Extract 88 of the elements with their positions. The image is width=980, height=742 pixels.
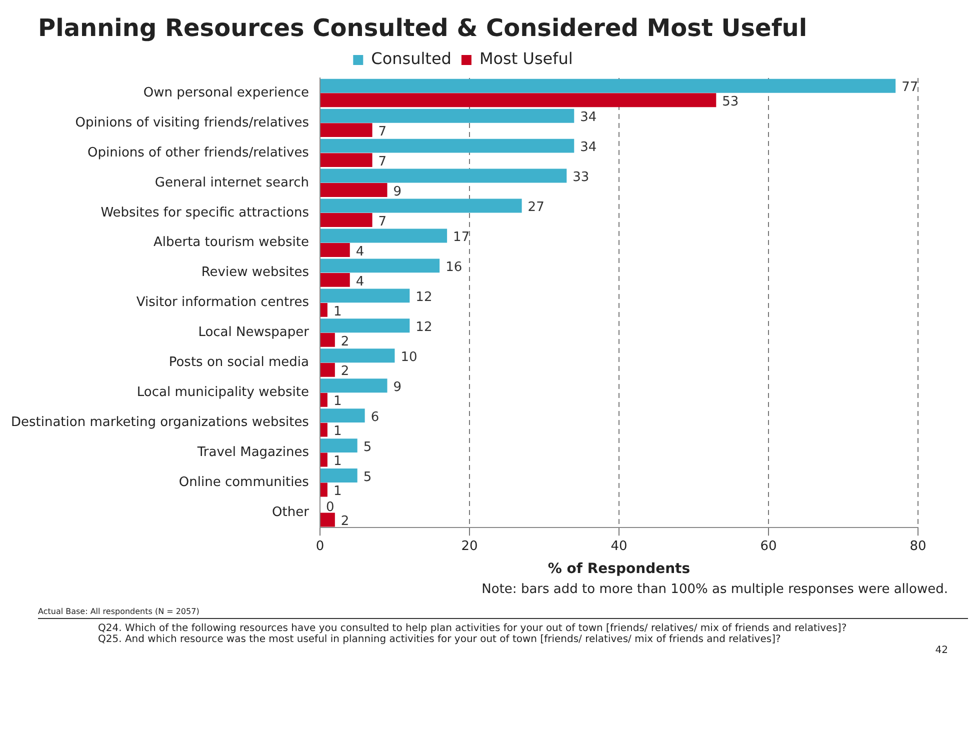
- data-label: 1: [333, 454, 342, 470]
- bar: [320, 108, 574, 123]
- data-label: 7: [378, 124, 387, 140]
- y-tick-label: Websites for specific attractions: [100, 205, 310, 220]
- data-label: 17: [453, 230, 470, 246]
- data-label: 34: [580, 140, 597, 156]
- data-label: 4: [356, 244, 364, 260]
- bar: [320, 78, 896, 93]
- data-label: 2: [340, 514, 350, 530]
- bar: [320, 302, 328, 317]
- bar: [320, 258, 440, 273]
- data-label: 2: [340, 334, 350, 350]
- data-label: 9: [393, 184, 402, 200]
- data-label: 27: [528, 200, 544, 216]
- x-tick-label: 80: [910, 538, 926, 554]
- bar: [320, 512, 335, 527]
- data-label: 34: [580, 110, 597, 126]
- y-tick-label: Review websites: [201, 265, 310, 280]
- y-tick-label: Alberta tourism website: [153, 235, 309, 250]
- text: Note: bars add to more than 100% as multiple responses were allowed.: [480, 582, 949, 597]
- y-tick-label: Travel Magazines: [196, 445, 310, 460]
- data-label: 7: [378, 214, 387, 230]
- bar: [320, 438, 358, 453]
- data-label: 2: [340, 364, 350, 380]
- data-label: 33: [572, 170, 590, 186]
- data-label: 1: [333, 394, 342, 410]
- data-label: 5: [363, 470, 372, 485]
- y-tick-label: Local Newspaper: [198, 325, 310, 340]
- bar: [320, 482, 328, 497]
- bar: [320, 422, 328, 437]
- legend-label: Most Useful: [479, 49, 573, 68]
- bar: [320, 168, 567, 183]
- y-tick-label: Visitor information centres: [136, 295, 310, 310]
- bar: [320, 272, 350, 287]
- bar: [320, 332, 335, 347]
- y-tick-label: Own personal experience: [143, 85, 309, 100]
- data-label: 12: [416, 320, 432, 336]
- bar: [320, 468, 358, 482]
- x-tick-label: 40: [610, 538, 628, 554]
- y-tick-label: Opinions of other friends/relatives: [88, 145, 310, 160]
- bar: [320, 183, 388, 197]
- bar: [320, 392, 328, 407]
- data-label: 7: [378, 154, 387, 170]
- x-tick-label: 0: [316, 538, 324, 554]
- y-tick-label: Local municipality website: [136, 385, 309, 400]
- text: Actual Base: All respondents (N = 2057): [37, 607, 200, 616]
- bar: [320, 213, 372, 227]
- y-tick-label: Destination marketing organizations websites: [10, 415, 310, 430]
- chart-title: Planning Resources Consulted & Considered Most Useful: [37, 13, 808, 42]
- text: Q24. Which of the following resources have you consulted to help plan activities for your out of town [friends/ relatives/ mix of friends and relatives]?: [97, 623, 848, 634]
- text: Q25. And which resource was the most useful in planning activities for your out of town [friends/ relatives/ mix of friends and relatives]?: [97, 634, 782, 645]
- x-tick-label: 20: [461, 538, 478, 554]
- bar: [320, 242, 350, 257]
- bar: [320, 153, 372, 168]
- bar: [320, 452, 328, 467]
- data-label: 5: [363, 440, 372, 455]
- bar: [320, 318, 410, 333]
- bar: [320, 408, 365, 423]
- y-tick-label: General internet search: [154, 175, 309, 190]
- bar: [320, 198, 522, 213]
- data-label: 10: [400, 350, 418, 366]
- x-axis-title: % of Respondents: [548, 561, 690, 578]
- bar: [320, 228, 448, 243]
- data-label: 6: [370, 410, 380, 425]
- data-label: 1: [333, 304, 342, 320]
- y-tick-label: Opinions of visiting friends/relatives: [75, 115, 310, 130]
- bar: [320, 378, 388, 393]
- data-label: 16: [446, 260, 462, 276]
- y-tick-label: Other: [272, 504, 310, 520]
- bar: [320, 288, 410, 303]
- bar: [320, 123, 372, 138]
- data-label: 12: [416, 290, 432, 306]
- data-label: 9: [393, 380, 402, 395]
- data-label: 1: [333, 424, 342, 440]
- data-label: 1: [333, 484, 342, 500]
- data-label: 4: [356, 274, 364, 290]
- bar: [320, 93, 716, 108]
- bar: [320, 362, 335, 377]
- text: 42: [934, 645, 949, 656]
- legend-label: Consulted: [371, 49, 452, 68]
- y-tick-label: Posts on social media: [168, 355, 309, 370]
- x-tick-label: 60: [760, 538, 777, 554]
- data-label: 53: [722, 94, 739, 110]
- y-tick-label: Online communities: [178, 475, 310, 490]
- data-label: 0: [326, 500, 334, 515]
- bar: [320, 138, 574, 153]
- data-label: 77: [902, 80, 918, 96]
- bar: [320, 348, 395, 363]
